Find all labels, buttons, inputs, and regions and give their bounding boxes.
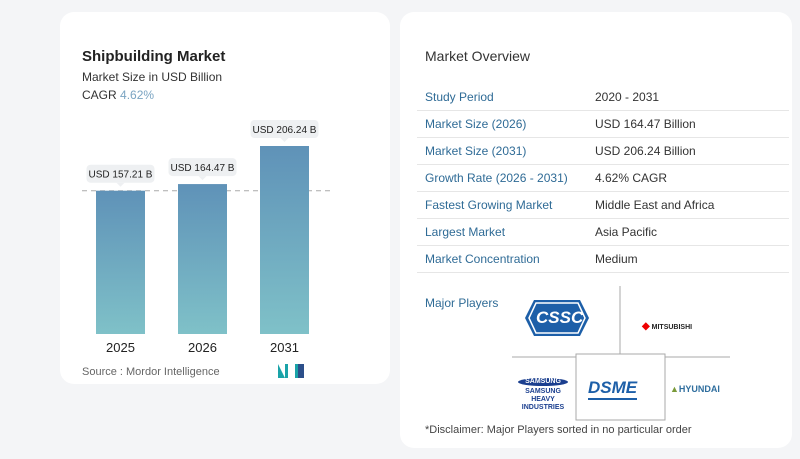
player-logo-hyundai: ▲HYUNDAI	[670, 384, 720, 394]
data-label: USD 206.24 B	[253, 125, 317, 136]
overview-row: Market Size (2026) USD 164.47 Billion	[417, 111, 789, 138]
row-label: Fastest Growing Market	[425, 198, 553, 212]
player-logo-samsung: SAMSUNG SAMSUNG HEAVY INDUSTRIES	[514, 378, 572, 412]
bar-2031	[260, 146, 309, 334]
bar-2025	[96, 190, 145, 334]
row-value: 4.62% CAGR	[595, 171, 668, 185]
cagr: CAGR 4.62%	[82, 88, 154, 102]
row-value: USD 164.47 Billion	[595, 117, 696, 131]
bar-chart: USD 157.21 B 2025 USD 164.47 B 2026 USD 206.…	[82, 120, 332, 355]
hyundai-triangle-icon: ▲	[670, 384, 679, 394]
x-tick-label: 2031	[270, 340, 299, 355]
overview-row: Largest Market Asia Pacific	[417, 219, 789, 246]
disclaimer: *Disclaimer: Major Players sorted in no …	[425, 424, 692, 436]
x-tick-label: 2025	[106, 340, 135, 355]
source-text: Source : Mordor Intelligence	[82, 366, 220, 378]
row-value: USD 206.24 Billion	[595, 144, 696, 158]
data-label-pointer	[116, 182, 125, 187]
overview-row: Market Size (2031) USD 206.24 Billion	[417, 138, 789, 165]
chart-card: Shipbuilding Market Market Size in USD B…	[60, 12, 390, 384]
major-players-label: Major Players	[425, 296, 499, 310]
x-tick-label: 2026	[188, 340, 217, 355]
overview-row: Fastest Growing Market Middle East and Af…	[417, 192, 789, 219]
mitsubishi-diamonds-icon: ◆	[642, 321, 650, 332]
row-value: 2020 - 2031	[595, 90, 660, 104]
data-label-pointer	[280, 138, 289, 142]
players-grid	[512, 286, 730, 421]
data-label-bg	[168, 158, 237, 177]
player-logo-mitsubishi: ◆ MITSUBISHI	[642, 321, 693, 332]
overview-card: Market Overview Study Period 2020 - 2031 M…	[400, 12, 792, 448]
overview-title: Market Overview	[425, 48, 531, 64]
row-label: Market Size (2031)	[425, 144, 527, 158]
row-value: Asia Pacific	[595, 225, 658, 239]
data-label: USD 164.47 B	[171, 163, 235, 174]
chart-subtitle: Market Size in USD Billion	[82, 70, 223, 84]
data-label-bg	[250, 120, 319, 138]
row-label: Growth Rate (2026 - 2031)	[425, 171, 568, 185]
chart-title: Shipbuilding Market	[82, 48, 226, 65]
overview-row: Market Concentration Medium	[417, 246, 789, 273]
row-value: Middle East and Africa	[595, 198, 715, 212]
mordor-logo-icon	[278, 364, 304, 378]
cagr-label: CAGR	[82, 88, 117, 102]
cagr-value: 4.62%	[120, 88, 155, 102]
row-label: Market Size (2026)	[425, 117, 527, 131]
data-label: USD 157.21 B	[89, 170, 153, 181]
row-label: Largest Market	[425, 225, 506, 239]
row-label: Study Period	[425, 90, 494, 104]
bar-2026	[178, 184, 227, 334]
row-label: Market Concentration	[425, 252, 540, 266]
data-label-bg	[86, 164, 155, 183]
player-logo-dsme: DSME	[588, 378, 638, 400]
data-label-pointer	[198, 176, 207, 181]
row-value: Medium	[595, 252, 638, 266]
overview-row: Study Period 2020 - 2031	[417, 84, 789, 111]
overview-row: Growth Rate (2026 - 2031) 4.62% CAGR	[417, 165, 789, 192]
